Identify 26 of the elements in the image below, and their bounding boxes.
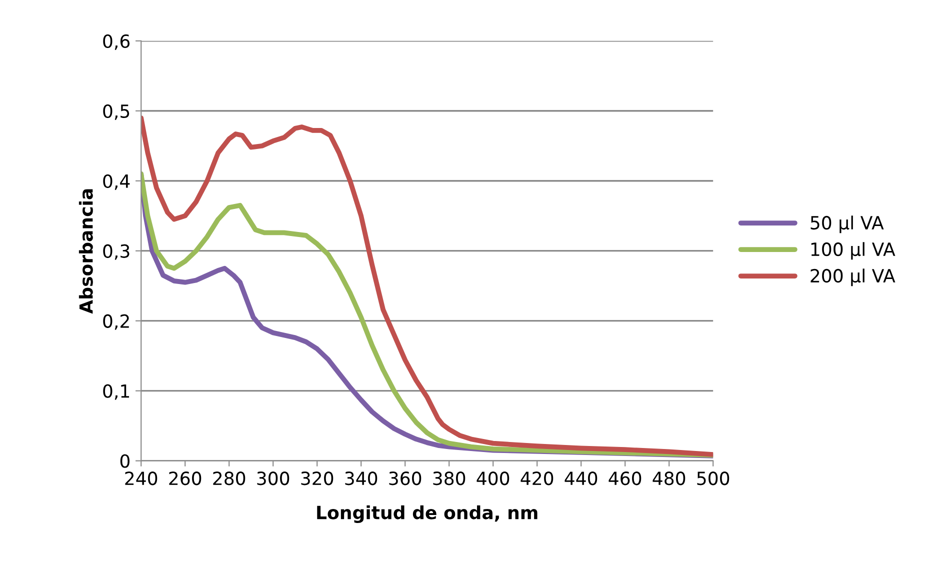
x-tick-label: 400 — [476, 472, 510, 486]
x-tick-label: 260 — [169, 472, 202, 486]
legend-label: 200 µl VA — [810, 268, 896, 286]
y-tick-label: 0,4 — [103, 174, 130, 190]
x-tick-label: 320 — [301, 472, 334, 486]
x-tick-label: 440 — [564, 472, 598, 486]
x-tick-label: 340 — [345, 472, 378, 486]
x-tick-label: 500 — [697, 472, 730, 486]
x-tick-label: 480 — [652, 472, 686, 486]
legend-label: 50 µl VA — [810, 216, 884, 234]
x-tick-label: 240 — [125, 472, 158, 486]
y-tick-label: 0 — [120, 454, 130, 468]
y-tick-label: 0,1 — [103, 384, 130, 400]
x-tick-label: 280 — [213, 472, 246, 486]
x-axis-title: Longitud de onda, nm — [317, 505, 538, 523]
y-tick-label: 0,5 — [103, 104, 130, 120]
y-axis-title: Absorbancia — [78, 189, 93, 314]
x-tick-label: 460 — [608, 472, 642, 486]
y-tick-label: 0,3 — [103, 244, 130, 260]
y-tick-label: 0,6 — [103, 34, 130, 50]
x-tick-label: 380 — [433, 472, 466, 486]
y-tick-label: 0,2 — [103, 314, 129, 330]
x-tick-label: 300 — [257, 472, 290, 486]
x-tick-label: 360 — [389, 472, 422, 486]
x-tick-label: 420 — [520, 472, 554, 486]
legend-label: 100 µl VA — [811, 242, 896, 260]
